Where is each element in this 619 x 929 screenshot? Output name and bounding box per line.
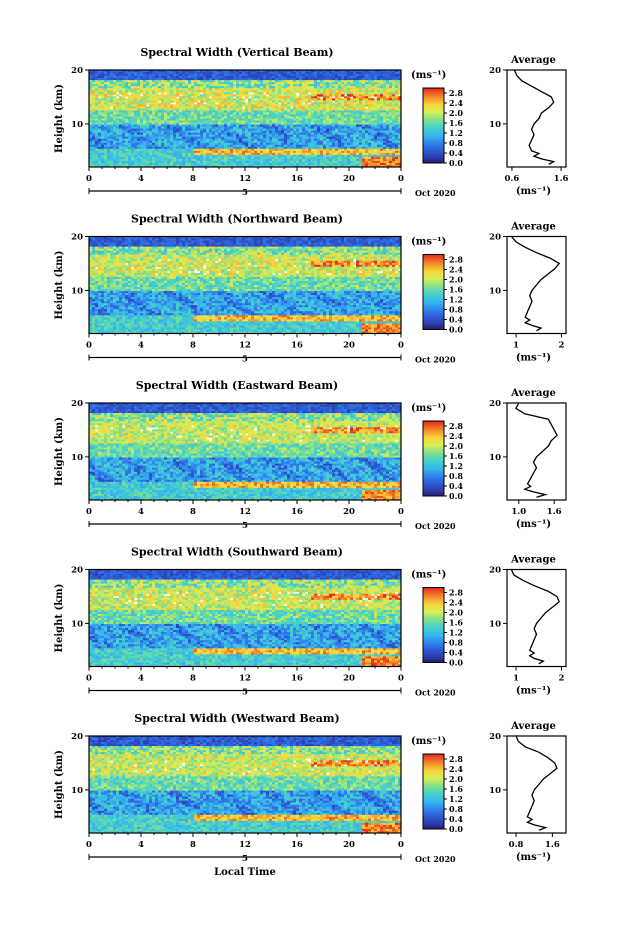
spectral-width-figure: Spectral Width (Vertical Beam) 20 10 Height… [0,0,619,929]
heatmap-cell [203,100,206,102]
heatmap-cell [158,98,161,100]
heatmap-cell [140,92,143,94]
heatmap-cell [344,92,347,94]
colorbar-tick-label: 1.2 [449,128,463,138]
heatmap-cell [200,90,203,92]
x-tick-label: 4 [138,174,144,184]
x-tick-label: 20 [343,174,355,184]
heatmap-cell [116,94,119,96]
heatmap-cell [176,94,179,96]
heatmap-cell [311,98,314,100]
heatmap-cell [164,90,167,92]
colorbar-tick-label: 1.6 [449,118,463,128]
heatmap-cell [341,94,344,96]
heatmap-cell [365,104,368,106]
colorbar [423,88,444,163]
heatmap-cell [173,100,176,102]
y-tick-label: 20 [71,66,83,76]
heatmap-cell [233,94,236,96]
heatmap-cell [242,104,245,106]
x-tick-label: 12 [239,174,251,184]
heatmap-cell [308,90,311,92]
heatmap-cell [245,96,248,98]
heatmap-cell [332,94,335,96]
x-tick-label: 8 [190,174,196,184]
heatmap-cell [278,100,281,102]
heatmap-cell [170,100,173,102]
heatmap-cell [179,92,182,94]
colorbar-tick-label: 2.4 [449,98,463,108]
heatmap-cell [242,94,245,96]
heatmap-cell [146,102,149,104]
heatmap-cell [110,104,113,106]
heatmap-cell [209,94,212,96]
colorbar-tick-label: 2.8 [449,88,463,98]
heatmap-cell [266,92,269,94]
y-tick-label: 10 [71,120,83,130]
heatmap-cell [113,92,116,94]
panel-title: Spectral Width (Vertical Beam) [140,46,333,59]
heatmap-cell [215,100,218,102]
heatmap-cell [308,100,311,102]
day-label: 5 [242,188,248,198]
heatmap-cell [320,94,323,96]
date-label: Oct 2020 [415,188,456,198]
x-tick-label: 16 [291,174,303,184]
heatmap-cell [116,90,119,92]
heatmap-cell [197,98,200,100]
heatmap-cell [98,94,101,96]
heatmap-cell [158,90,161,92]
heatmap-cell [296,90,299,92]
heatmap-cell [254,96,257,98]
heatmap-cells [89,70,401,167]
y-axis-label: Height (km) [54,84,65,153]
heatmap-cell [248,90,251,92]
heatmap-cell [263,90,266,92]
heatmap-cell [233,90,236,92]
heatmap-cell [128,90,131,92]
heatmap-cell [371,94,374,96]
heatmap-cell [290,104,293,106]
heatmap-cell [302,100,305,102]
beam-panel: Spectral Width (Vertical Beam) 20 10 Height… [54,46,569,198]
x-tick-label: 0 [398,174,404,184]
heatmap-cell [350,94,353,96]
heatmap-cell [125,94,128,96]
colorbar-tick-label: 2.0 [449,108,463,118]
heatmap-cell [194,100,197,102]
heatmap-cell [332,98,335,100]
heatmap-cell [119,92,122,94]
colorbar-unit: (ms⁻¹) [411,70,446,81]
heatmap-cell [251,90,254,92]
colorbar-tick-label: 0.8 [449,138,463,148]
x-tick-label: 0 [86,174,92,184]
heatmap-cell [248,94,251,96]
heatmap-cell [374,94,377,96]
